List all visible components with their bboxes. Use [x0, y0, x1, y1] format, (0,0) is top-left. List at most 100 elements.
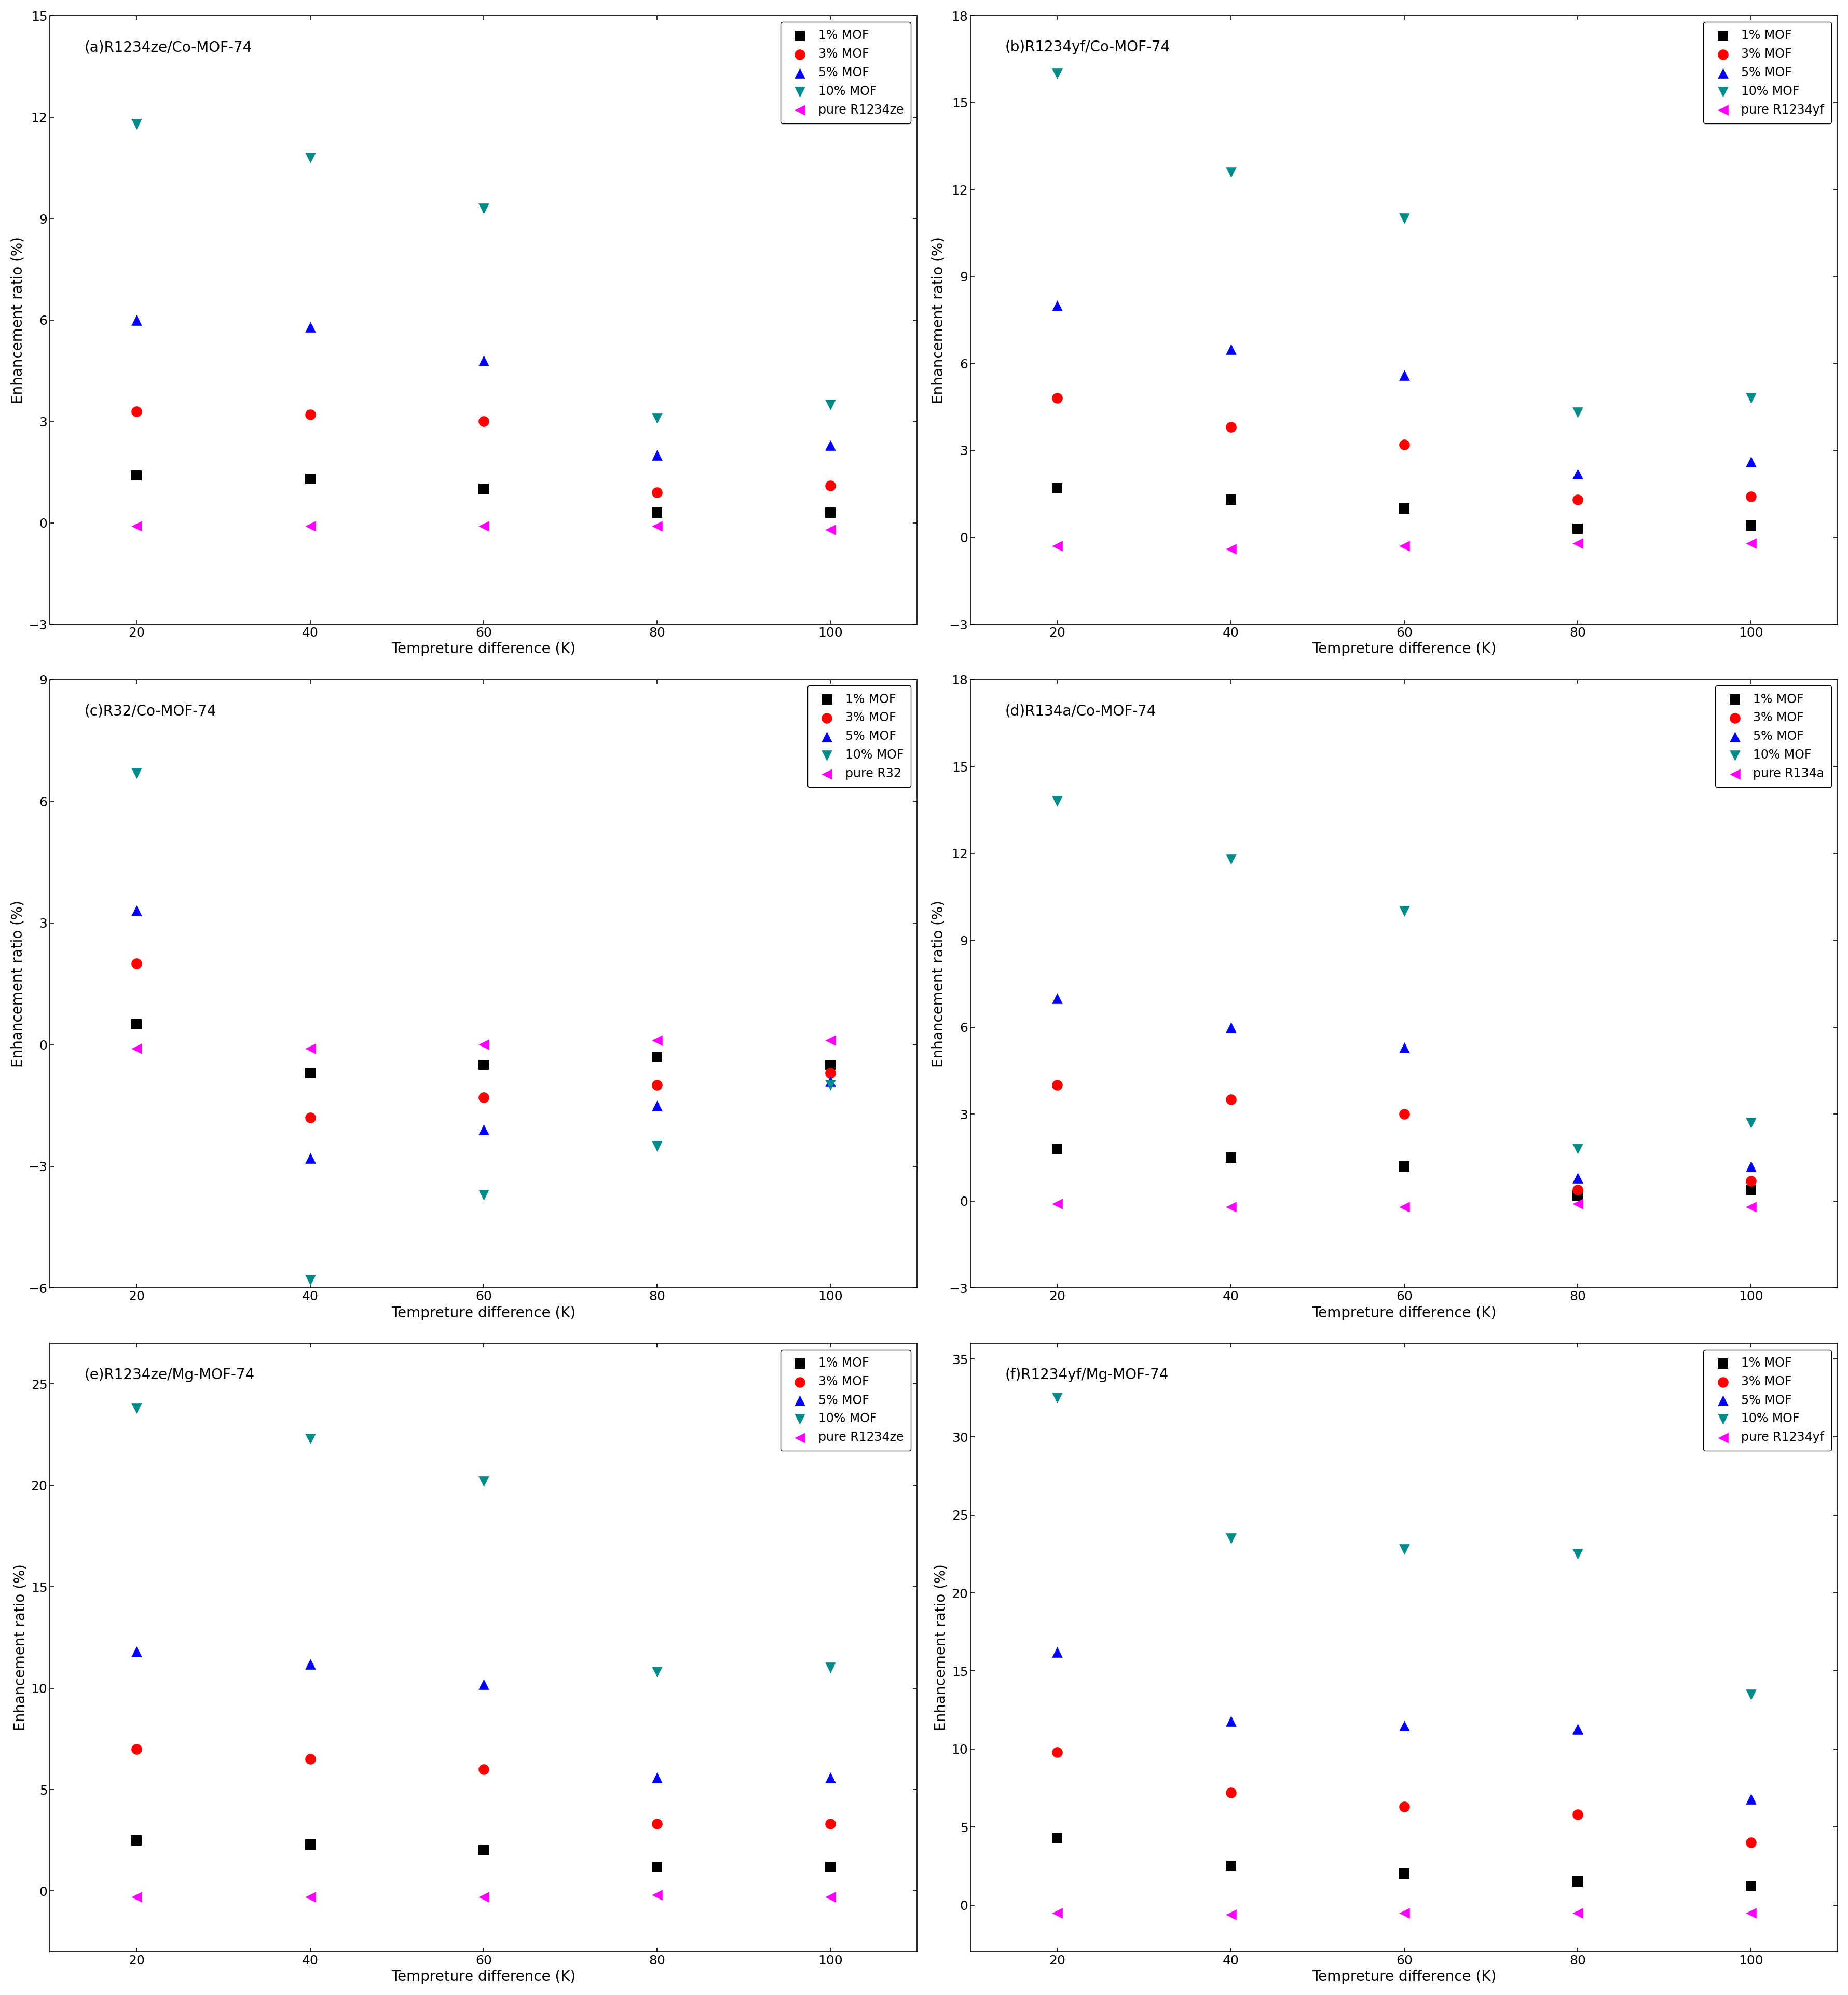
- 5% MOF: [1216, 333, 1246, 365]
- Legend: 1% MOF, 3% MOF, 5% MOF, 10% MOF, pure R32: 1% MOF, 3% MOF, 5% MOF, 10% MOF, pure R3…: [808, 686, 911, 788]
- Text: (a)R1234ze/Co-MOF-74: (a)R1234ze/Co-MOF-74: [85, 40, 253, 54]
- 3% MOF: [641, 1807, 671, 1839]
- 3% MOF: [469, 1081, 499, 1113]
- pure R1234yf: [1562, 527, 1591, 559]
- 3% MOF: [641, 1069, 671, 1101]
- 5% MOF: [1735, 1784, 1765, 1815]
- 3% MOF: [469, 1754, 499, 1786]
- 10% MOF: [122, 1393, 152, 1424]
- pure R32: [122, 1033, 152, 1065]
- X-axis label: Tempreture difference (K): Tempreture difference (K): [1312, 1307, 1495, 1321]
- 1% MOF: [1042, 473, 1072, 505]
- 10% MOF: [815, 1652, 845, 1684]
- 10% MOF: [122, 756, 152, 788]
- 10% MOF: [296, 1422, 325, 1454]
- pure R134a: [1735, 1191, 1765, 1223]
- 3% MOF: [1735, 481, 1765, 513]
- Text: (e)R1234ze/Mg-MOF-74: (e)R1234ze/Mg-MOF-74: [85, 1369, 255, 1383]
- 3% MOF: [641, 477, 671, 509]
- pure R1234yf: [1735, 527, 1765, 559]
- 10% MOF: [815, 1069, 845, 1101]
- 5% MOF: [469, 345, 499, 377]
- X-axis label: Tempreture difference (K): Tempreture difference (K): [392, 642, 575, 656]
- 3% MOF: [296, 399, 325, 431]
- 1% MOF: [1735, 1871, 1765, 1903]
- 10% MOF: [1735, 1107, 1765, 1139]
- 5% MOF: [641, 439, 671, 471]
- 1% MOF: [1042, 1821, 1072, 1853]
- 10% MOF: [641, 403, 671, 435]
- 3% MOF: [1735, 1165, 1765, 1197]
- 1% MOF: [122, 1823, 152, 1855]
- 5% MOF: [296, 311, 325, 343]
- 5% MOF: [815, 1762, 845, 1794]
- 10% MOF: [641, 1129, 671, 1161]
- Y-axis label: Enhancement ratio (%): Enhancement ratio (%): [11, 900, 26, 1067]
- 3% MOF: [1390, 1792, 1419, 1823]
- 5% MOF: [1562, 457, 1591, 489]
- Y-axis label: Enhancement ratio (%): Enhancement ratio (%): [933, 1564, 948, 1732]
- 10% MOF: [296, 142, 325, 174]
- 10% MOF: [1390, 1534, 1419, 1566]
- 5% MOF: [1042, 1636, 1072, 1668]
- Y-axis label: Enhancement ratio (%): Enhancement ratio (%): [13, 1564, 28, 1732]
- 1% MOF: [296, 1057, 325, 1089]
- pure R1234ze: [296, 1881, 325, 1913]
- pure R1234ze: [122, 511, 152, 543]
- X-axis label: Tempreture difference (K): Tempreture difference (K): [392, 1969, 575, 1985]
- 1% MOF: [1390, 1151, 1419, 1183]
- Legend: 1% MOF, 3% MOF, 5% MOF, 10% MOF, pure R1234ze: 1% MOF, 3% MOF, 5% MOF, 10% MOF, pure R1…: [780, 1349, 911, 1450]
- X-axis label: Tempreture difference (K): Tempreture difference (K): [1312, 642, 1495, 656]
- pure R134a: [1216, 1191, 1246, 1223]
- pure R134a: [1390, 1191, 1419, 1223]
- pure R1234ze: [469, 1881, 499, 1913]
- 5% MOF: [1216, 1011, 1246, 1043]
- pure R1234yf: [1216, 1899, 1246, 1931]
- 5% MOF: [1735, 1151, 1765, 1183]
- 1% MOF: [1735, 1173, 1765, 1205]
- 1% MOF: [122, 459, 152, 491]
- 5% MOF: [641, 1089, 671, 1121]
- 3% MOF: [1390, 1097, 1419, 1129]
- 5% MOF: [296, 1648, 325, 1680]
- 3% MOF: [122, 948, 152, 980]
- 1% MOF: [641, 1041, 671, 1073]
- Text: (f)R1234yf/Mg-MOF-74: (f)R1234yf/Mg-MOF-74: [1005, 1369, 1168, 1383]
- Legend: 1% MOF, 3% MOF, 5% MOF, 10% MOF, pure R134a: 1% MOF, 3% MOF, 5% MOF, 10% MOF, pure R1…: [1715, 686, 1831, 788]
- 3% MOF: [1390, 429, 1419, 461]
- 5% MOF: [1735, 447, 1765, 479]
- 1% MOF: [122, 1007, 152, 1039]
- pure R1234yf: [1562, 1897, 1591, 1929]
- X-axis label: Tempreture difference (K): Tempreture difference (K): [392, 1307, 575, 1321]
- 5% MOF: [469, 1668, 499, 1700]
- 10% MOF: [1390, 896, 1419, 928]
- pure R134a: [1042, 1187, 1072, 1219]
- 5% MOF: [296, 1143, 325, 1175]
- 3% MOF: [296, 1101, 325, 1133]
- 1% MOF: [641, 497, 671, 529]
- Text: (d)R134a/Co-MOF-74: (d)R134a/Co-MOF-74: [1005, 704, 1157, 718]
- pure R32: [469, 1029, 499, 1061]
- 1% MOF: [1390, 493, 1419, 525]
- pure R1234ze: [296, 511, 325, 543]
- 1% MOF: [1562, 1179, 1591, 1211]
- pure R32: [815, 1025, 845, 1057]
- Text: (c)R32/Co-MOF-74: (c)R32/Co-MOF-74: [85, 704, 216, 718]
- 1% MOF: [815, 1851, 845, 1883]
- pure R1234ze: [469, 511, 499, 543]
- 1% MOF: [815, 497, 845, 529]
- 10% MOF: [1735, 1678, 1765, 1710]
- 10% MOF: [1390, 203, 1419, 235]
- 10% MOF: [1735, 383, 1765, 415]
- 1% MOF: [815, 1049, 845, 1081]
- 1% MOF: [1216, 1849, 1246, 1881]
- 10% MOF: [641, 1656, 671, 1688]
- 3% MOF: [815, 1057, 845, 1089]
- 10% MOF: [1216, 156, 1246, 188]
- 10% MOF: [1042, 58, 1072, 90]
- Text: (b)R1234yf/Co-MOF-74: (b)R1234yf/Co-MOF-74: [1005, 40, 1170, 54]
- 1% MOF: [469, 1835, 499, 1867]
- Y-axis label: Enhancement ratio (%): Enhancement ratio (%): [931, 900, 946, 1067]
- 10% MOF: [1216, 844, 1246, 876]
- pure R1234yf: [1216, 533, 1246, 565]
